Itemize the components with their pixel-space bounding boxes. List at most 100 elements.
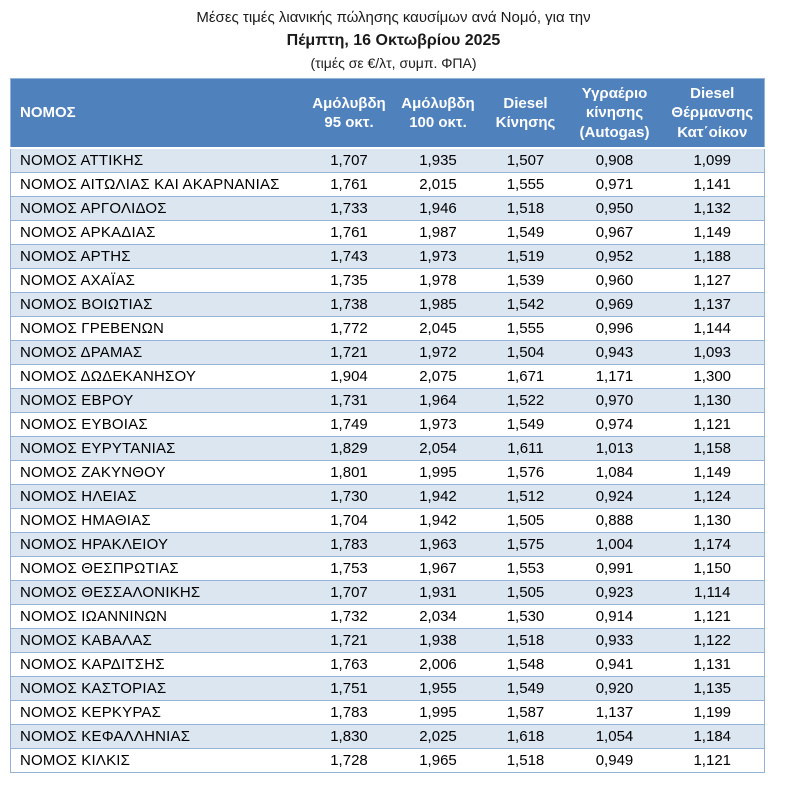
prefecture-name-cell: ΝΟΜΟΣ ΕΥΒΟΙΑΣ [10,412,305,437]
price-cell: 1,555 [482,172,569,197]
table-row: ΝΟΜΟΣ ΓΡΕΒΕΝΩΝ 1,772 2,045 1,555 0,996 1,144 [10,316,765,341]
price-cell: 1,942 [393,508,483,533]
price-cell: 1,141 [660,172,765,197]
table-row: ΝΟΜΟΣ ΕΒΡΟΥ 1,731 1,964 1,522 0,970 1,130 [10,388,765,413]
price-cell: 1,121 [660,748,765,773]
price-cell: 1,184 [660,724,765,749]
price-cell: 1,158 [660,436,765,461]
price-cell: 1,576 [482,460,569,485]
price-cell: 1,530 [482,604,569,629]
price-cell: 1,512 [482,484,569,509]
price-cell: 1,549 [482,412,569,437]
price-cell: 1,149 [660,460,765,485]
price-cell: 1,549 [482,220,569,245]
price-cell: 1,946 [393,196,483,221]
price-cell: 1,772 [304,316,394,341]
price-cell: 1,707 [304,580,394,605]
price-cell: 1,553 [482,556,569,581]
prefecture-name-cell: ΝΟΜΟΣ ΒΟΙΩΤΙΑΣ [10,292,305,317]
table-row: ΝΟΜΟΣ ΙΩΑΝΝΙΝΩΝ 1,732 2,034 1,530 0,914 1,121 [10,604,765,629]
price-cell: 1,099 [660,147,765,173]
fuel-price-table: ΝΟΜΟΣ Αμόλυβδη 95 οκτ. Αμόλυβδη 100 οκτ.… [10,78,765,773]
price-cell: 1,505 [482,508,569,533]
price-cell: 0,991 [568,556,661,581]
price-cell: 1,964 [393,388,483,413]
price-cell: 1,575 [482,532,569,557]
price-cell: 1,753 [304,556,394,581]
price-cell: 1,721 [304,340,394,365]
price-cell: 1,973 [393,412,483,437]
price-cell: 1,518 [482,748,569,773]
header-row: ΝΟΜΟΣ Αμόλυβδη 95 οκτ. Αμόλυβδη 100 οκτ.… [10,78,765,149]
table-row: ΝΟΜΟΣ ΚΕΦΑΛΛΗΝΙΑΣ 1,830 2,025 1,618 1,054 1,1… [10,724,765,749]
column-header-unleaded-95: Αμόλυβδη 95 οκτ. [304,78,394,149]
prefecture-name-cell: ΝΟΜΟΣ ΓΡΕΒΕΝΩΝ [10,316,305,341]
table-row: ΝΟΜΟΣ ΕΥΡΥΤΑΝΙΑΣ 1,829 2,054 1,611 1,013 1,15… [10,436,765,461]
table-row: ΝΟΜΟΣ ΘΕΣΠΡΩΤΙΑΣ 1,753 1,967 1,553 0,991 1,15… [10,556,765,581]
price-cell: 1,935 [393,147,483,173]
price-cell: 0,923 [568,580,661,605]
table-row: ΝΟΜΟΣ ΑΡΓΟΛΙΔΟΣ 1,733 1,946 1,518 0,950 1,132 [10,196,765,221]
price-cell: 0,974 [568,412,661,437]
table-row: ΝΟΜΟΣ ΔΡΑΜΑΣ 1,721 1,972 1,504 0,943 1,093 [10,340,765,365]
price-cell: 1,967 [393,556,483,581]
price-cell: 1,955 [393,676,483,701]
price-cell: 0,960 [568,268,661,293]
prefecture-name-cell: ΝΟΜΟΣ ΔΡΑΜΑΣ [10,340,305,365]
price-cell: 1,987 [393,220,483,245]
table-row: ΝΟΜΟΣ ΗΛΕΙΑΣ 1,730 1,942 1,512 0,924 1,124 [10,484,765,509]
price-cell: 0,943 [568,340,661,365]
report-title-block: Μέσες τιμές λιανικής πώλησης καυσίμων αν… [0,0,787,71]
price-cell: 1,743 [304,244,394,269]
price-cell: 2,015 [393,172,483,197]
prefecture-name-cell: ΝΟΜΟΣ ΑΡΤΗΣ [10,244,305,269]
price-cell: 0,971 [568,172,661,197]
prefecture-name-cell: ΝΟΜΟΣ ΙΩΑΝΝΙΝΩΝ [10,604,305,629]
price-cell: 0,888 [568,508,661,533]
prefecture-name-cell: ΝΟΜΟΣ ΚΙΛΚΙΣ [10,748,305,773]
prefecture-name-cell: ΝΟΜΟΣ ΑΙΤΩΛΙΑΣ ΚΑΙ ΑΚΑΡΝΑΝΙΑΣ [10,172,305,197]
price-cell: 1,149 [660,220,765,245]
price-cell: 0,949 [568,748,661,773]
price-cell: 1,730 [304,484,394,509]
prefecture-name-cell: ΝΟΜΟΣ ΑΧΑΪΑΣ [10,268,305,293]
price-cell: 1,618 [482,724,569,749]
column-header-heating-diesel: Diesel Θέρμανσης Κατ΄οίκον [660,78,765,149]
price-cell: 1,801 [304,460,394,485]
prefecture-name-cell: ΝΟΜΟΣ ΖΑΚΥΝΘΟΥ [10,460,305,485]
price-cell: 1,830 [304,724,394,749]
report-units-note: (τιμές σε €/λτ, συμπ. ΦΠΑ) [310,55,477,71]
price-cell: 1,783 [304,700,394,725]
price-cell: 1,127 [660,268,765,293]
table-row: ΝΟΜΟΣ ΘΕΣΣΑΛΟΝΙΚΗΣ 1,707 1,931 1,505 0,923 1,… [10,580,765,605]
price-cell: 1,300 [660,364,765,389]
price-cell: 2,025 [393,724,483,749]
price-cell: 0,970 [568,388,661,413]
price-cell: 0,920 [568,676,661,701]
price-cell: 1,985 [393,292,483,317]
price-cell: 1,130 [660,388,765,413]
table-row: ΝΟΜΟΣ ΗΡΑΚΛΕΙΟΥ 1,783 1,963 1,575 1,004 1,174 [10,532,765,557]
prefecture-name-cell: ΝΟΜΟΣ ΗΛΕΙΑΣ [10,484,305,509]
price-cell: 1,084 [568,460,661,485]
table-row: ΝΟΜΟΣ ΑΡΤΗΣ 1,743 1,973 1,519 0,952 1,188 [10,244,765,269]
price-cell: 1,522 [482,388,569,413]
column-header-nomos: ΝΟΜΟΣ [10,78,305,149]
price-cell: 1,199 [660,700,765,725]
price-cell: 1,114 [660,580,765,605]
price-cell: 1,518 [482,196,569,221]
price-cell: 1,013 [568,436,661,461]
price-cell: 0,933 [568,628,661,653]
price-cell: 1,549 [482,676,569,701]
prefecture-name-cell: ΝΟΜΟΣ ΚΑΣΤΟΡΙΑΣ [10,676,305,701]
prefecture-name-cell: ΝΟΜΟΣ ΘΕΣΣΑΛΟΝΙΚΗΣ [10,580,305,605]
price-cell: 0,908 [568,147,661,173]
prefecture-name-cell: ΝΟΜΟΣ ΚΕΦΑΛΛΗΝΙΑΣ [10,724,305,749]
prefecture-name-cell: ΝΟΜΟΣ ΕΒΡΟΥ [10,388,305,413]
table-row: ΝΟΜΟΣ ΗΜΑΘΙΑΣ 1,704 1,942 1,505 0,888 1,130 [10,508,765,533]
price-cell: 1,504 [482,340,569,365]
prefecture-name-cell: ΝΟΜΟΣ ΔΩΔΕΚΑΝΗΣΟΥ [10,364,305,389]
price-cell: 1,124 [660,484,765,509]
price-cell: 1,963 [393,532,483,557]
report-date: Πέμπτη, 16 Οκτωβρίου 2025 [286,32,501,49]
